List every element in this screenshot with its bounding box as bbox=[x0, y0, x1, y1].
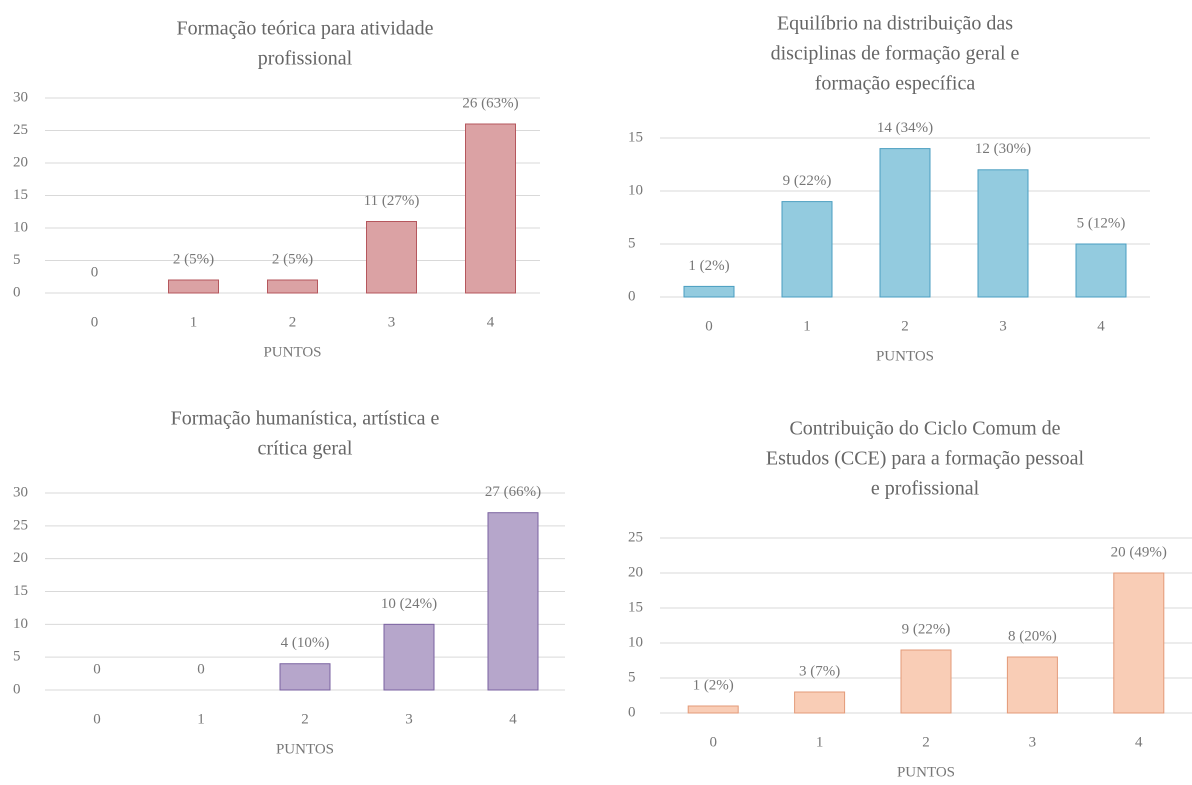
x-axis-title: PUNTOS bbox=[276, 741, 334, 757]
chart-title: profissional bbox=[258, 48, 353, 70]
y-tick-label: 0 bbox=[13, 681, 21, 697]
data-label: 20 (49%) bbox=[1111, 544, 1167, 560]
data-label: 3 (7%) bbox=[799, 663, 840, 679]
chart-title: crítica geral bbox=[258, 438, 353, 460]
x-tick-label: 1 bbox=[803, 318, 811, 334]
data-label: 2 (5%) bbox=[272, 251, 313, 267]
y-tick-label: 25 bbox=[13, 122, 28, 138]
chart-title: Formação humanística, artística e bbox=[171, 408, 440, 430]
bar bbox=[366, 221, 417, 294]
x-tick-label: 4 bbox=[487, 314, 495, 330]
x-tick-label: 2 bbox=[301, 711, 309, 727]
data-label: 0 bbox=[93, 661, 101, 677]
y-tick-label: 30 bbox=[13, 484, 28, 500]
y-tick-label: 15 bbox=[628, 599, 643, 615]
x-axis-title: PUNTOS bbox=[876, 348, 934, 364]
y-tick-label: 0 bbox=[628, 704, 636, 720]
y-tick-label: 15 bbox=[13, 187, 28, 203]
bar bbox=[977, 169, 1029, 298]
y-tick-label: 30 bbox=[13, 89, 28, 105]
x-tick-label: 3 bbox=[1029, 734, 1037, 750]
x-tick-label: 3 bbox=[999, 318, 1007, 334]
y-tick-label: 25 bbox=[628, 529, 643, 545]
bar bbox=[1006, 656, 1058, 714]
x-tick-label: 3 bbox=[405, 711, 413, 727]
bar bbox=[279, 663, 331, 691]
y-tick-label: 10 bbox=[628, 634, 643, 650]
x-tick-label: 2 bbox=[901, 318, 909, 334]
data-label: 1 (2%) bbox=[693, 677, 734, 693]
x-tick-label: 2 bbox=[922, 734, 930, 750]
data-label: 5 (12%) bbox=[1077, 215, 1126, 231]
data-label: 8 (20%) bbox=[1008, 628, 1057, 644]
y-tick-label: 5 bbox=[13, 649, 21, 665]
data-label: 27 (66%) bbox=[485, 484, 541, 500]
x-tick-label: 1 bbox=[197, 711, 205, 727]
bar bbox=[900, 649, 952, 714]
x-tick-label: 3 bbox=[388, 314, 396, 330]
bar bbox=[383, 623, 435, 691]
y-tick-label: 0 bbox=[13, 284, 21, 300]
chart-title: e profissional bbox=[871, 478, 980, 500]
data-label: 14 (34%) bbox=[877, 120, 933, 136]
bar bbox=[465, 123, 516, 294]
y-tick-label: 5 bbox=[13, 252, 21, 268]
bar bbox=[487, 512, 539, 691]
data-label: 2 (5%) bbox=[173, 251, 214, 267]
x-tick-label: 4 bbox=[1135, 734, 1143, 750]
chart-title: Formação teórica para atividade bbox=[176, 18, 433, 40]
data-label: 4 (10%) bbox=[281, 635, 330, 651]
chart-title: Estudos (CCE) para a formação pessoal bbox=[766, 448, 1085, 470]
x-axis-title: PUNTOS bbox=[263, 344, 321, 360]
y-tick-label: 5 bbox=[628, 669, 636, 685]
y-tick-label: 0 bbox=[628, 288, 636, 304]
bar bbox=[794, 691, 846, 714]
y-tick-label: 5 bbox=[628, 235, 636, 251]
data-label: 0 bbox=[197, 661, 205, 677]
bar bbox=[683, 285, 735, 298]
y-tick-label: 15 bbox=[628, 129, 643, 145]
data-label: 1 (2%) bbox=[688, 258, 729, 274]
y-tick-label: 10 bbox=[13, 219, 28, 235]
x-tick-label: 0 bbox=[91, 314, 99, 330]
y-tick-label: 10 bbox=[13, 616, 28, 632]
bar bbox=[168, 279, 219, 294]
data-label: 26 (63%) bbox=[462, 95, 518, 111]
data-label: 12 (30%) bbox=[975, 141, 1031, 157]
x-tick-label: 0 bbox=[705, 318, 713, 334]
x-tick-label: 2 bbox=[289, 314, 297, 330]
y-tick-label: 20 bbox=[13, 550, 28, 566]
data-label: 0 bbox=[91, 264, 99, 280]
bar bbox=[267, 279, 318, 294]
bar bbox=[687, 705, 739, 714]
y-tick-label: 20 bbox=[13, 154, 28, 170]
bar bbox=[1075, 243, 1127, 298]
x-tick-label: 1 bbox=[816, 734, 824, 750]
bar bbox=[879, 148, 931, 298]
data-label: 11 (27%) bbox=[364, 193, 420, 209]
bar bbox=[781, 201, 833, 298]
x-tick-label: 4 bbox=[1097, 318, 1105, 334]
data-label: 9 (22%) bbox=[783, 173, 832, 189]
bar bbox=[1113, 572, 1165, 714]
x-tick-label: 1 bbox=[190, 314, 198, 330]
x-tick-label: 4 bbox=[509, 711, 517, 727]
chart-title: disciplinas de formação geral e bbox=[771, 43, 1020, 65]
x-axis-title: PUNTOS bbox=[897, 764, 955, 780]
x-tick-label: 0 bbox=[93, 711, 101, 727]
x-tick-label: 0 bbox=[709, 734, 717, 750]
chart-title: Equilíbrio na distribuição das bbox=[777, 13, 1013, 35]
data-label: 9 (22%) bbox=[902, 621, 951, 637]
y-tick-label: 25 bbox=[13, 517, 28, 533]
data-label: 10 (24%) bbox=[381, 596, 437, 612]
y-tick-label: 20 bbox=[628, 564, 643, 580]
chart-title: formação específica bbox=[815, 73, 976, 95]
chart-title: Contribuição do Ciclo Comum de bbox=[789, 418, 1060, 440]
y-tick-label: 10 bbox=[628, 182, 643, 198]
y-tick-label: 15 bbox=[13, 583, 28, 599]
